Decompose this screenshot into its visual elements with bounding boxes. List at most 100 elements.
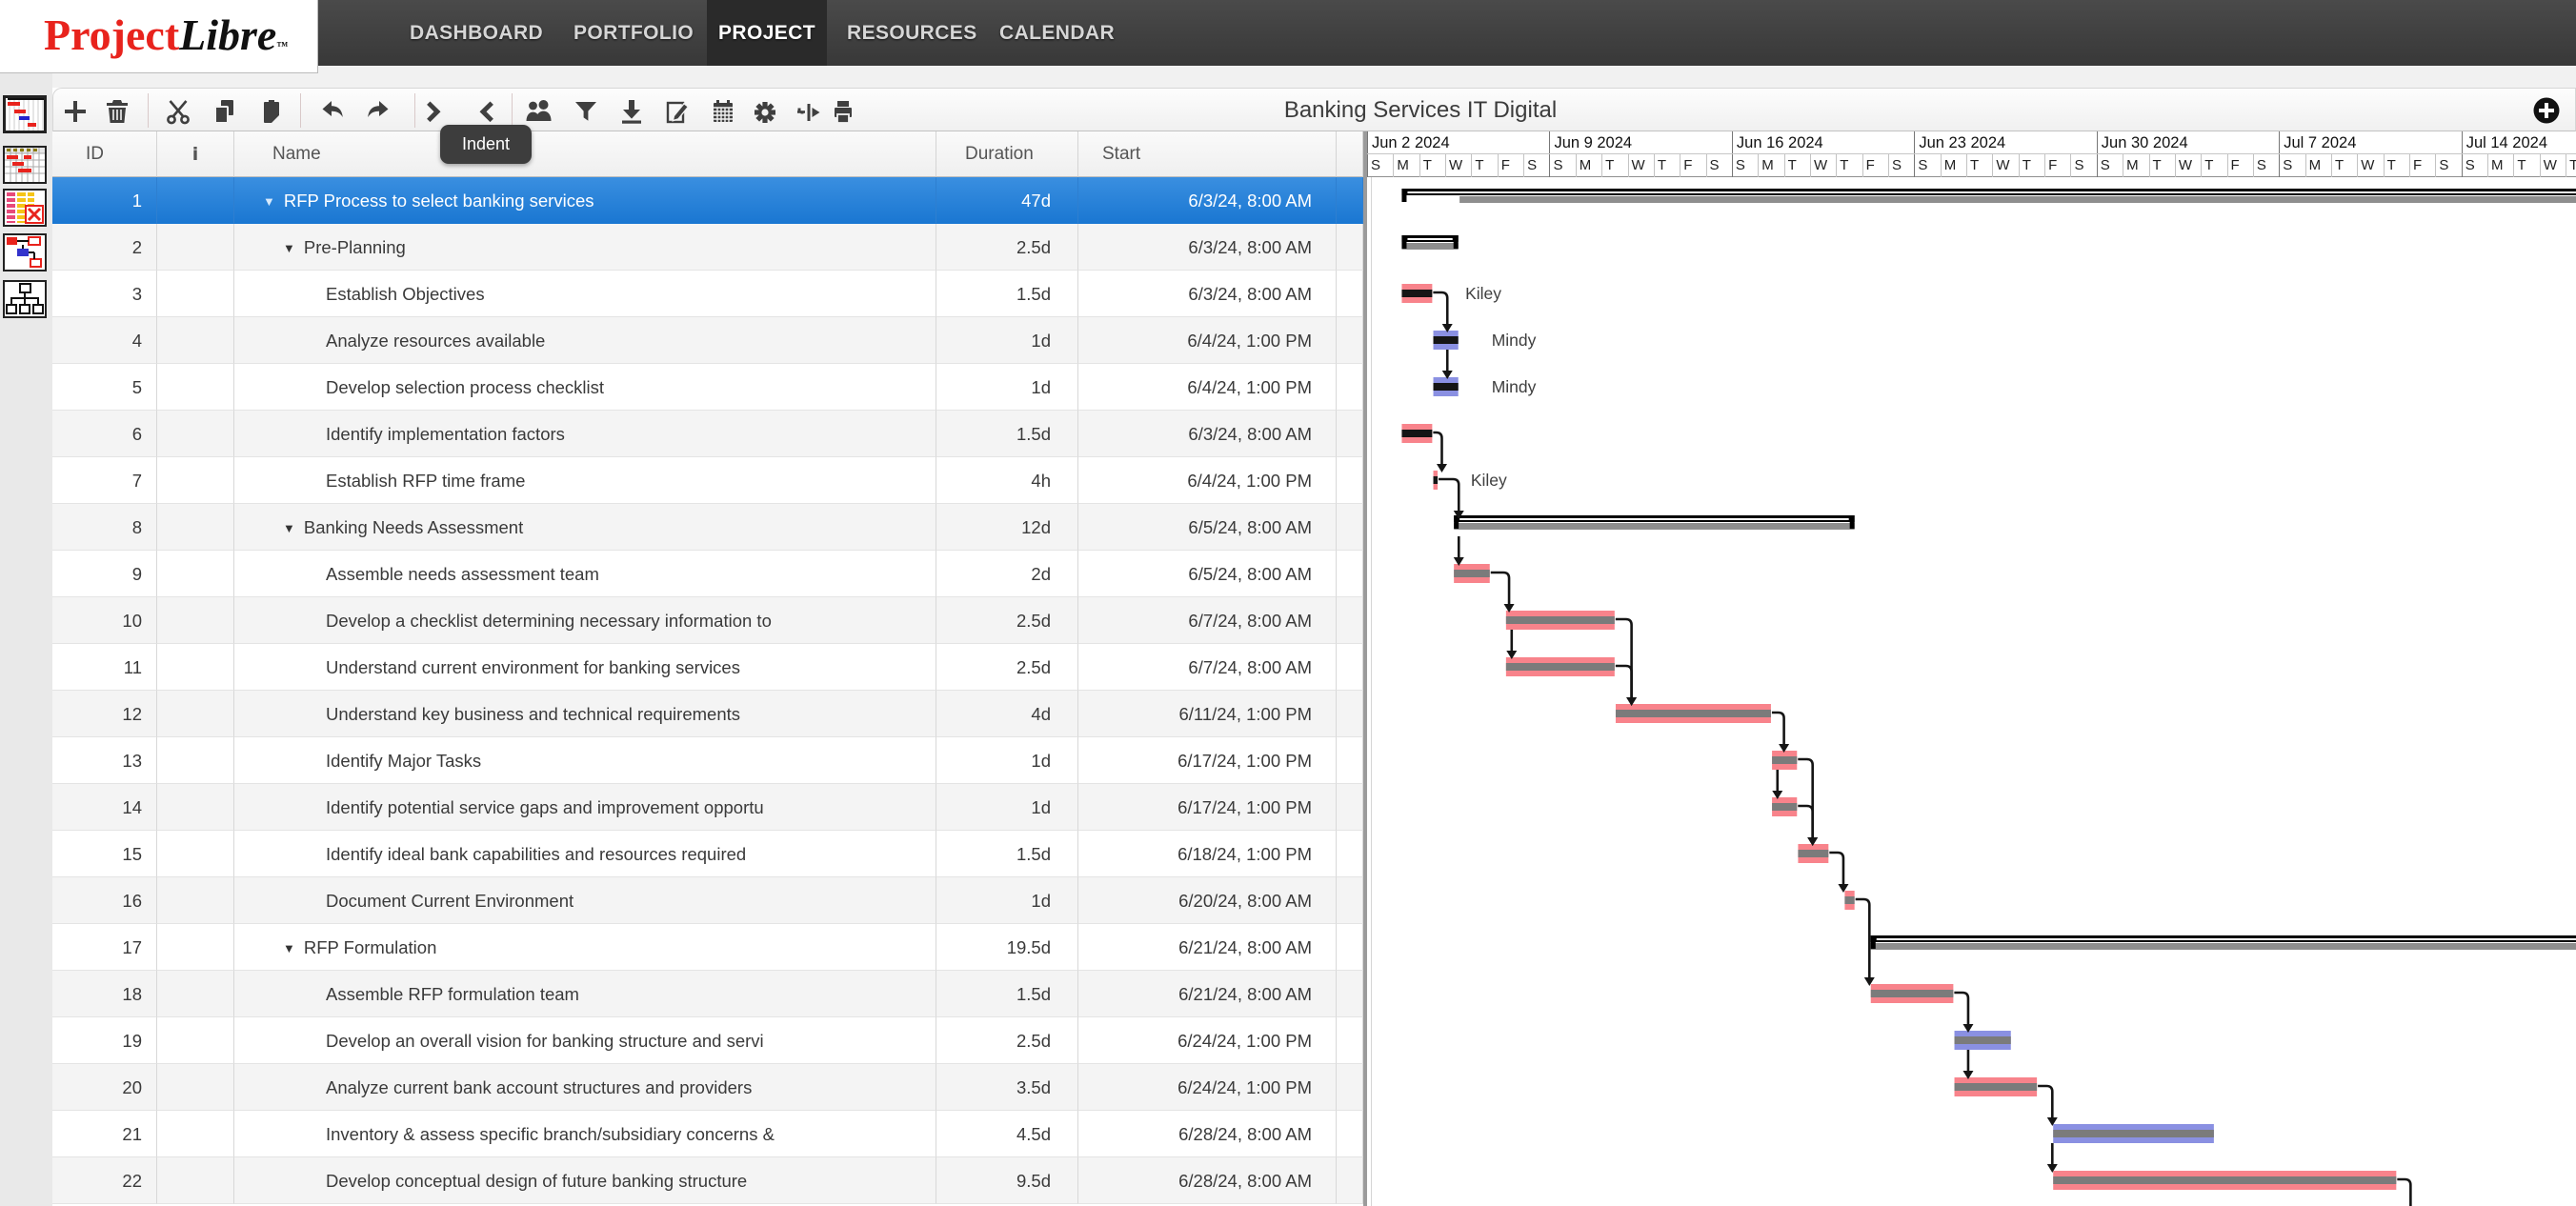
- cell-info[interactable]: [157, 224, 234, 271]
- column-header-duration[interactable]: Duration: [936, 131, 1078, 177]
- cell-task-name[interactable]: ▼ RFP Process to select banking services: [234, 177, 936, 224]
- cell-id[interactable]: 7: [52, 457, 157, 504]
- cell-task-name[interactable]: Develop selection process checklist: [234, 364, 936, 411]
- cell-duration[interactable]: 47d: [936, 177, 1078, 224]
- cell-info[interactable]: [157, 1157, 234, 1204]
- task-progress-stripe[interactable]: [1433, 336, 1459, 344]
- column-header-id[interactable]: ID: [52, 131, 157, 177]
- cell-id[interactable]: 18: [52, 971, 157, 1017]
- cell-id[interactable]: 10: [52, 597, 157, 644]
- view-button-gantt[interactable]: [3, 95, 47, 133]
- summary-progress-bar[interactable]: [1870, 943, 2576, 950]
- cell-id[interactable]: 6: [52, 411, 157, 457]
- task-progress-stripe[interactable]: [1844, 896, 1855, 904]
- cell-duration[interactable]: 1.5d: [936, 411, 1078, 457]
- cell-duration[interactable]: 2.5d: [936, 224, 1078, 271]
- cell-info[interactable]: [157, 924, 234, 971]
- menu-tab-calendar[interactable]: CALENDAR: [999, 22, 1116, 44]
- cell-id[interactable]: 1: [52, 177, 157, 224]
- cell-duration[interactable]: 2.5d: [936, 644, 1078, 691]
- cell-start[interactable]: 6/7/24, 8:00 AM: [1078, 597, 1337, 644]
- cell-start[interactable]: 6/4/24, 1:00 PM: [1078, 457, 1337, 504]
- cell-task-name[interactable]: ▼ RFP Formulation: [234, 924, 936, 971]
- view-button-network-diagram[interactable]: [3, 233, 47, 271]
- cell-id[interactable]: 8: [52, 504, 157, 551]
- cell-duration[interactable]: 1d: [936, 737, 1078, 784]
- zoom-icon[interactable]: [794, 96, 824, 127]
- cell-id[interactable]: 12: [52, 691, 157, 737]
- add-task-icon[interactable]: [60, 96, 91, 127]
- task-progress-stripe[interactable]: [1454, 570, 1490, 577]
- task-progress-stripe[interactable]: [1615, 710, 1771, 717]
- task-progress-stripe[interactable]: [1505, 616, 1615, 624]
- calendar-icon[interactable]: [708, 96, 738, 127]
- cell-id[interactable]: 20: [52, 1064, 157, 1111]
- task-progress-stripe[interactable]: [1772, 803, 1798, 811]
- summary-bar-inner[interactable]: [1459, 518, 1849, 520]
- cell-info[interactable]: [157, 411, 234, 457]
- save-baseline-icon[interactable]: [616, 96, 647, 127]
- cell-duration[interactable]: 2.5d: [936, 1017, 1078, 1064]
- task-progress-stripe[interactable]: [2053, 1130, 2214, 1137]
- cell-id[interactable]: 15: [52, 831, 157, 877]
- cell-task-name[interactable]: Assemble RFP formulation team: [234, 971, 936, 1017]
- task-progress-stripe[interactable]: [1798, 850, 1829, 857]
- collapse-caret-icon[interactable]: ▼: [283, 241, 295, 255]
- cell-task-name[interactable]: Establish Objectives: [234, 271, 936, 317]
- cell-id[interactable]: 5: [52, 364, 157, 411]
- cell-start[interactable]: 6/28/24, 8:00 AM: [1078, 1111, 1337, 1157]
- task-progress-stripe[interactable]: [2053, 1176, 2397, 1184]
- cell-start[interactable]: 6/21/24, 8:00 AM: [1078, 971, 1337, 1017]
- cell-duration[interactable]: 1d: [936, 877, 1078, 924]
- cell-start[interactable]: 6/28/24, 8:00 AM: [1078, 1157, 1337, 1204]
- copy-icon[interactable]: [209, 96, 239, 127]
- cell-task-name[interactable]: Establish RFP time frame: [234, 457, 936, 504]
- cell-task-name[interactable]: Assemble needs assessment team: [234, 551, 936, 597]
- redo-icon[interactable]: [363, 96, 393, 127]
- cut-icon[interactable]: [163, 96, 193, 127]
- cell-duration[interactable]: 4h: [936, 457, 1078, 504]
- cell-task-name[interactable]: Identify implementation factors: [234, 411, 936, 457]
- task-progress-stripe[interactable]: [1954, 1036, 2011, 1044]
- cell-duration[interactable]: 1d: [936, 317, 1078, 364]
- cell-task-name[interactable]: Understand current environment for banki…: [234, 644, 936, 691]
- cell-task-name[interactable]: Develop an overall vision for banking st…: [234, 1017, 936, 1064]
- column-header-stub[interactable]: [1337, 131, 1363, 177]
- cell-start[interactable]: 6/17/24, 1:00 PM: [1078, 784, 1337, 831]
- cell-task-name[interactable]: Identify ideal bank capabilities and res…: [234, 831, 936, 877]
- delete-icon[interactable]: [102, 96, 132, 127]
- summary-bar-inner[interactable]: [1407, 191, 2576, 193]
- cell-info[interactable]: [157, 271, 234, 317]
- cell-id[interactable]: 14: [52, 784, 157, 831]
- cell-start[interactable]: 6/21/24, 8:00 AM: [1078, 924, 1337, 971]
- undo-icon[interactable]: [317, 96, 348, 127]
- column-header-name[interactable]: Name: [234, 131, 936, 177]
- cell-info[interactable]: [157, 644, 234, 691]
- cell-task-name[interactable]: Inventory & assess specific branch/subsi…: [234, 1111, 936, 1157]
- table-chart-divider[interactable]: [1363, 131, 1367, 1206]
- cell-info[interactable]: [157, 457, 234, 504]
- menu-tab-resources[interactable]: RESOURCES: [847, 22, 977, 44]
- cell-info[interactable]: [157, 971, 234, 1017]
- cell-start[interactable]: 6/3/24, 8:00 AM: [1078, 224, 1337, 271]
- cell-id[interactable]: 17: [52, 924, 157, 971]
- task-progress-stripe[interactable]: [1433, 476, 1439, 484]
- view-button-tracking-gantt[interactable]: [3, 146, 47, 184]
- outdent-icon[interactable]: [470, 96, 500, 127]
- cell-task-name[interactable]: Identify potential service gaps and impr…: [234, 784, 936, 831]
- view-button-task-usage[interactable]: [3, 189, 47, 227]
- cell-start[interactable]: 6/18/24, 1:00 PM: [1078, 831, 1337, 877]
- summary-progress-bar[interactable]: [1401, 243, 1459, 250]
- column-header-start[interactable]: Start: [1078, 131, 1337, 177]
- cell-info[interactable]: [157, 877, 234, 924]
- cell-start[interactable]: 6/3/24, 8:00 AM: [1078, 177, 1337, 224]
- cell-info[interactable]: [157, 1111, 234, 1157]
- cell-id[interactable]: 13: [52, 737, 157, 784]
- cell-task-name[interactable]: Develop a checklist determining necessar…: [234, 597, 936, 644]
- paste-icon[interactable]: [256, 96, 287, 127]
- add-circle-icon[interactable]: [2531, 95, 2562, 126]
- cell-info[interactable]: [157, 784, 234, 831]
- cell-info[interactable]: [157, 364, 234, 411]
- cell-info[interactable]: [157, 691, 234, 737]
- summary-progress-bar[interactable]: [1459, 196, 2576, 203]
